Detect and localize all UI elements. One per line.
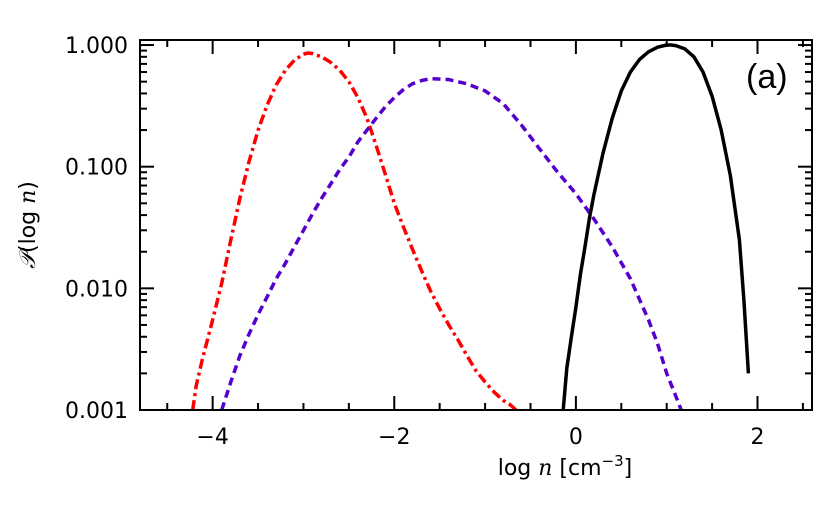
series-line-1 xyxy=(190,51,518,412)
plot-frame xyxy=(139,39,813,411)
series-line-3 xyxy=(561,43,751,411)
y-axis-label-variable: n xyxy=(16,190,41,204)
x-axis-label-variable: n xyxy=(538,456,552,481)
x-axis-label-prefix: log xyxy=(498,456,539,481)
series-line-2 xyxy=(220,76,683,411)
x-tick-label: 2 xyxy=(751,425,765,450)
y-tick-label: 0.001 xyxy=(65,399,128,424)
tick-layer: −4 −2 0 2 0.001 0.010 0.100 1.000 xyxy=(65,34,812,450)
y-axis-label-close: ) xyxy=(16,181,41,190)
x-tick-label: −2 xyxy=(378,425,410,450)
y-axis-label: 𝒫(log n) xyxy=(16,181,41,269)
y-tick-label: 1.000 xyxy=(65,34,128,59)
y-axis-label-text: (log xyxy=(16,204,41,253)
x-axis-label: log n [cm−3] xyxy=(498,452,633,481)
x-axis-label-unit-close: ] xyxy=(624,456,633,481)
x-tick-label: −4 xyxy=(196,425,228,450)
series-layer xyxy=(190,43,751,412)
y-tick-label: 0.100 xyxy=(65,156,128,181)
x-tick-label: 0 xyxy=(569,425,583,450)
panel-label: (a) xyxy=(746,58,788,96)
y-tick-label: 0.010 xyxy=(65,277,128,302)
x-axis-label-unit: [cm xyxy=(552,456,601,481)
x-axis-label-exponent: −3 xyxy=(602,452,624,470)
